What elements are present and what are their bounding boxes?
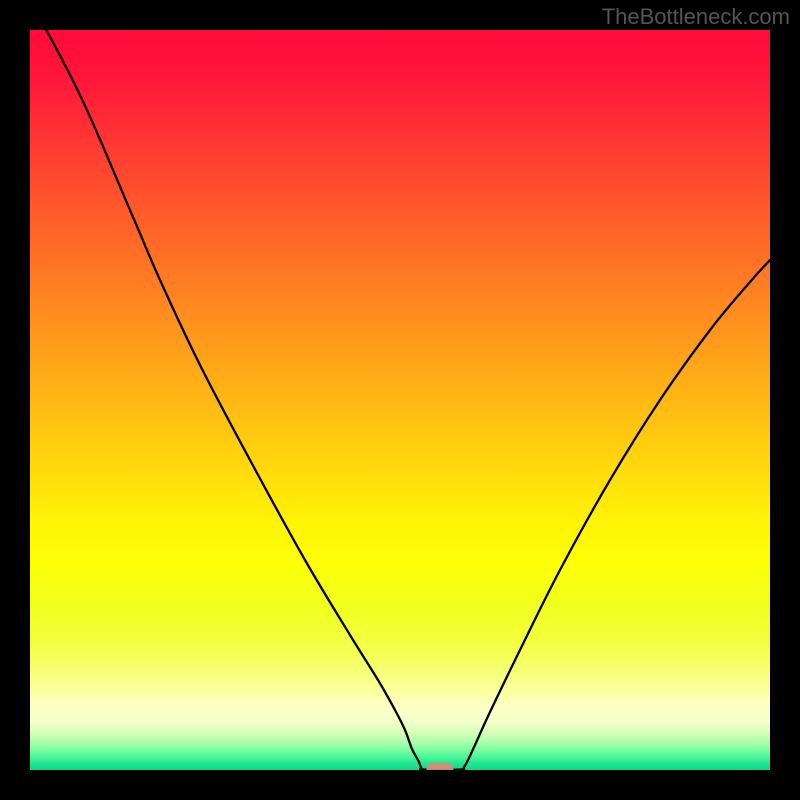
bottleneck-chart	[0, 0, 800, 800]
watermark-text: TheBottleneck.com	[602, 4, 790, 30]
chart-container: TheBottleneck.com	[0, 0, 800, 800]
optimum-marker	[427, 763, 454, 776]
